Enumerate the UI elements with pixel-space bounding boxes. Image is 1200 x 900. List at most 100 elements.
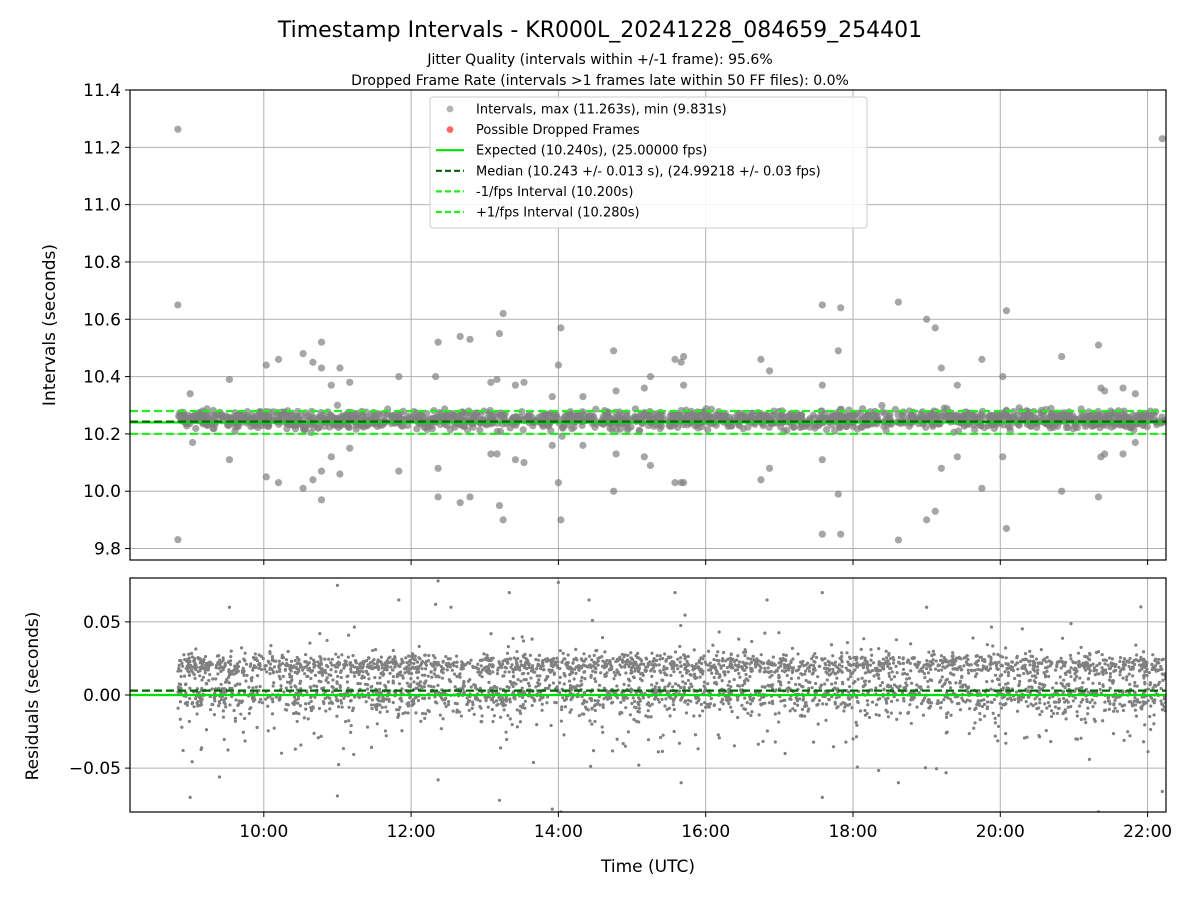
data-point [451, 423, 459, 431]
data-point [580, 712, 584, 716]
data-point [521, 695, 525, 700]
data-point [594, 649, 598, 653]
data-point [961, 683, 965, 687]
data-point [679, 623, 683, 628]
data-point [1107, 407, 1115, 415]
data-point [735, 658, 739, 662]
data-point [593, 699, 597, 703]
data-point [1133, 703, 1138, 707]
data-point [855, 765, 859, 769]
data-point [877, 660, 881, 664]
data-point [336, 705, 341, 709]
data-point [1002, 307, 1011, 315]
data-point [345, 680, 349, 684]
data-point [1142, 673, 1146, 677]
data-point [1058, 675, 1062, 679]
data-point [971, 636, 975, 640]
data-point [797, 676, 801, 680]
data-point [779, 699, 783, 703]
data-point [783, 704, 787, 708]
data-point [516, 677, 520, 682]
data-point [1008, 696, 1012, 700]
data-point [954, 427, 963, 435]
data-point [1146, 750, 1150, 754]
data-point [1015, 404, 1023, 412]
data-point [857, 663, 861, 667]
data-point [584, 707, 589, 711]
data-point [858, 709, 863, 713]
data-point [613, 673, 617, 677]
data-point [538, 698, 542, 702]
data-point [441, 717, 445, 721]
data-point [877, 676, 881, 680]
data-point [803, 704, 807, 708]
data-point [610, 487, 618, 495]
data-point [514, 414, 522, 422]
data-point [426, 674, 430, 678]
data-point [309, 656, 313, 660]
data-point [1151, 686, 1155, 690]
data-point [1026, 689, 1030, 694]
data-point [803, 701, 808, 706]
data-point [1083, 668, 1088, 672]
data-point [878, 696, 882, 701]
data-point [631, 696, 635, 700]
data-point [878, 401, 886, 410]
data-point [365, 687, 370, 691]
data-point [489, 656, 494, 660]
data-point [721, 659, 725, 663]
data-point [721, 702, 725, 706]
data-point [225, 375, 234, 384]
data-point [285, 662, 289, 666]
data-point [973, 674, 978, 679]
data-point [214, 677, 218, 681]
data-point [647, 412, 655, 421]
data-point [304, 652, 308, 657]
data-point [1051, 686, 1055, 690]
data-point [438, 713, 442, 717]
data-point [1020, 666, 1024, 670]
data-point [784, 668, 788, 673]
data-point [936, 699, 940, 703]
data-point [395, 708, 399, 712]
data-point [397, 708, 401, 712]
data-point [519, 426, 527, 434]
data-point [177, 682, 181, 686]
data-point [1160, 708, 1165, 712]
data-point [1143, 682, 1147, 686]
data-point [213, 411, 221, 419]
data-point [909, 681, 914, 685]
data-point [553, 660, 557, 664]
y-tick-label: 9.8 [94, 540, 121, 560]
data-point [1154, 669, 1158, 673]
data-point [646, 372, 655, 381]
data-point [1090, 698, 1094, 702]
data-point [189, 438, 197, 447]
data-point [1142, 676, 1146, 680]
data-point [1128, 667, 1133, 671]
data-point [1106, 663, 1110, 667]
data-point [193, 661, 197, 665]
data-point [729, 705, 733, 709]
data-point [486, 664, 490, 669]
data-point [299, 350, 307, 358]
data-point [874, 712, 878, 717]
data-point [810, 657, 814, 661]
data-point [763, 631, 767, 635]
data-point [746, 678, 750, 682]
data-point [1107, 699, 1111, 703]
data-point [286, 703, 290, 707]
data-point [293, 684, 297, 688]
data-point [926, 671, 931, 675]
data-point [591, 669, 595, 673]
data-point [507, 685, 511, 690]
data-point [993, 673, 998, 677]
data-point [718, 707, 722, 712]
data-point [558, 423, 567, 432]
data-point [500, 414, 508, 422]
data-point [763, 685, 767, 689]
data-point [574, 656, 578, 660]
data-point [949, 713, 953, 717]
data-point [840, 664, 844, 669]
data-point [375, 662, 379, 666]
